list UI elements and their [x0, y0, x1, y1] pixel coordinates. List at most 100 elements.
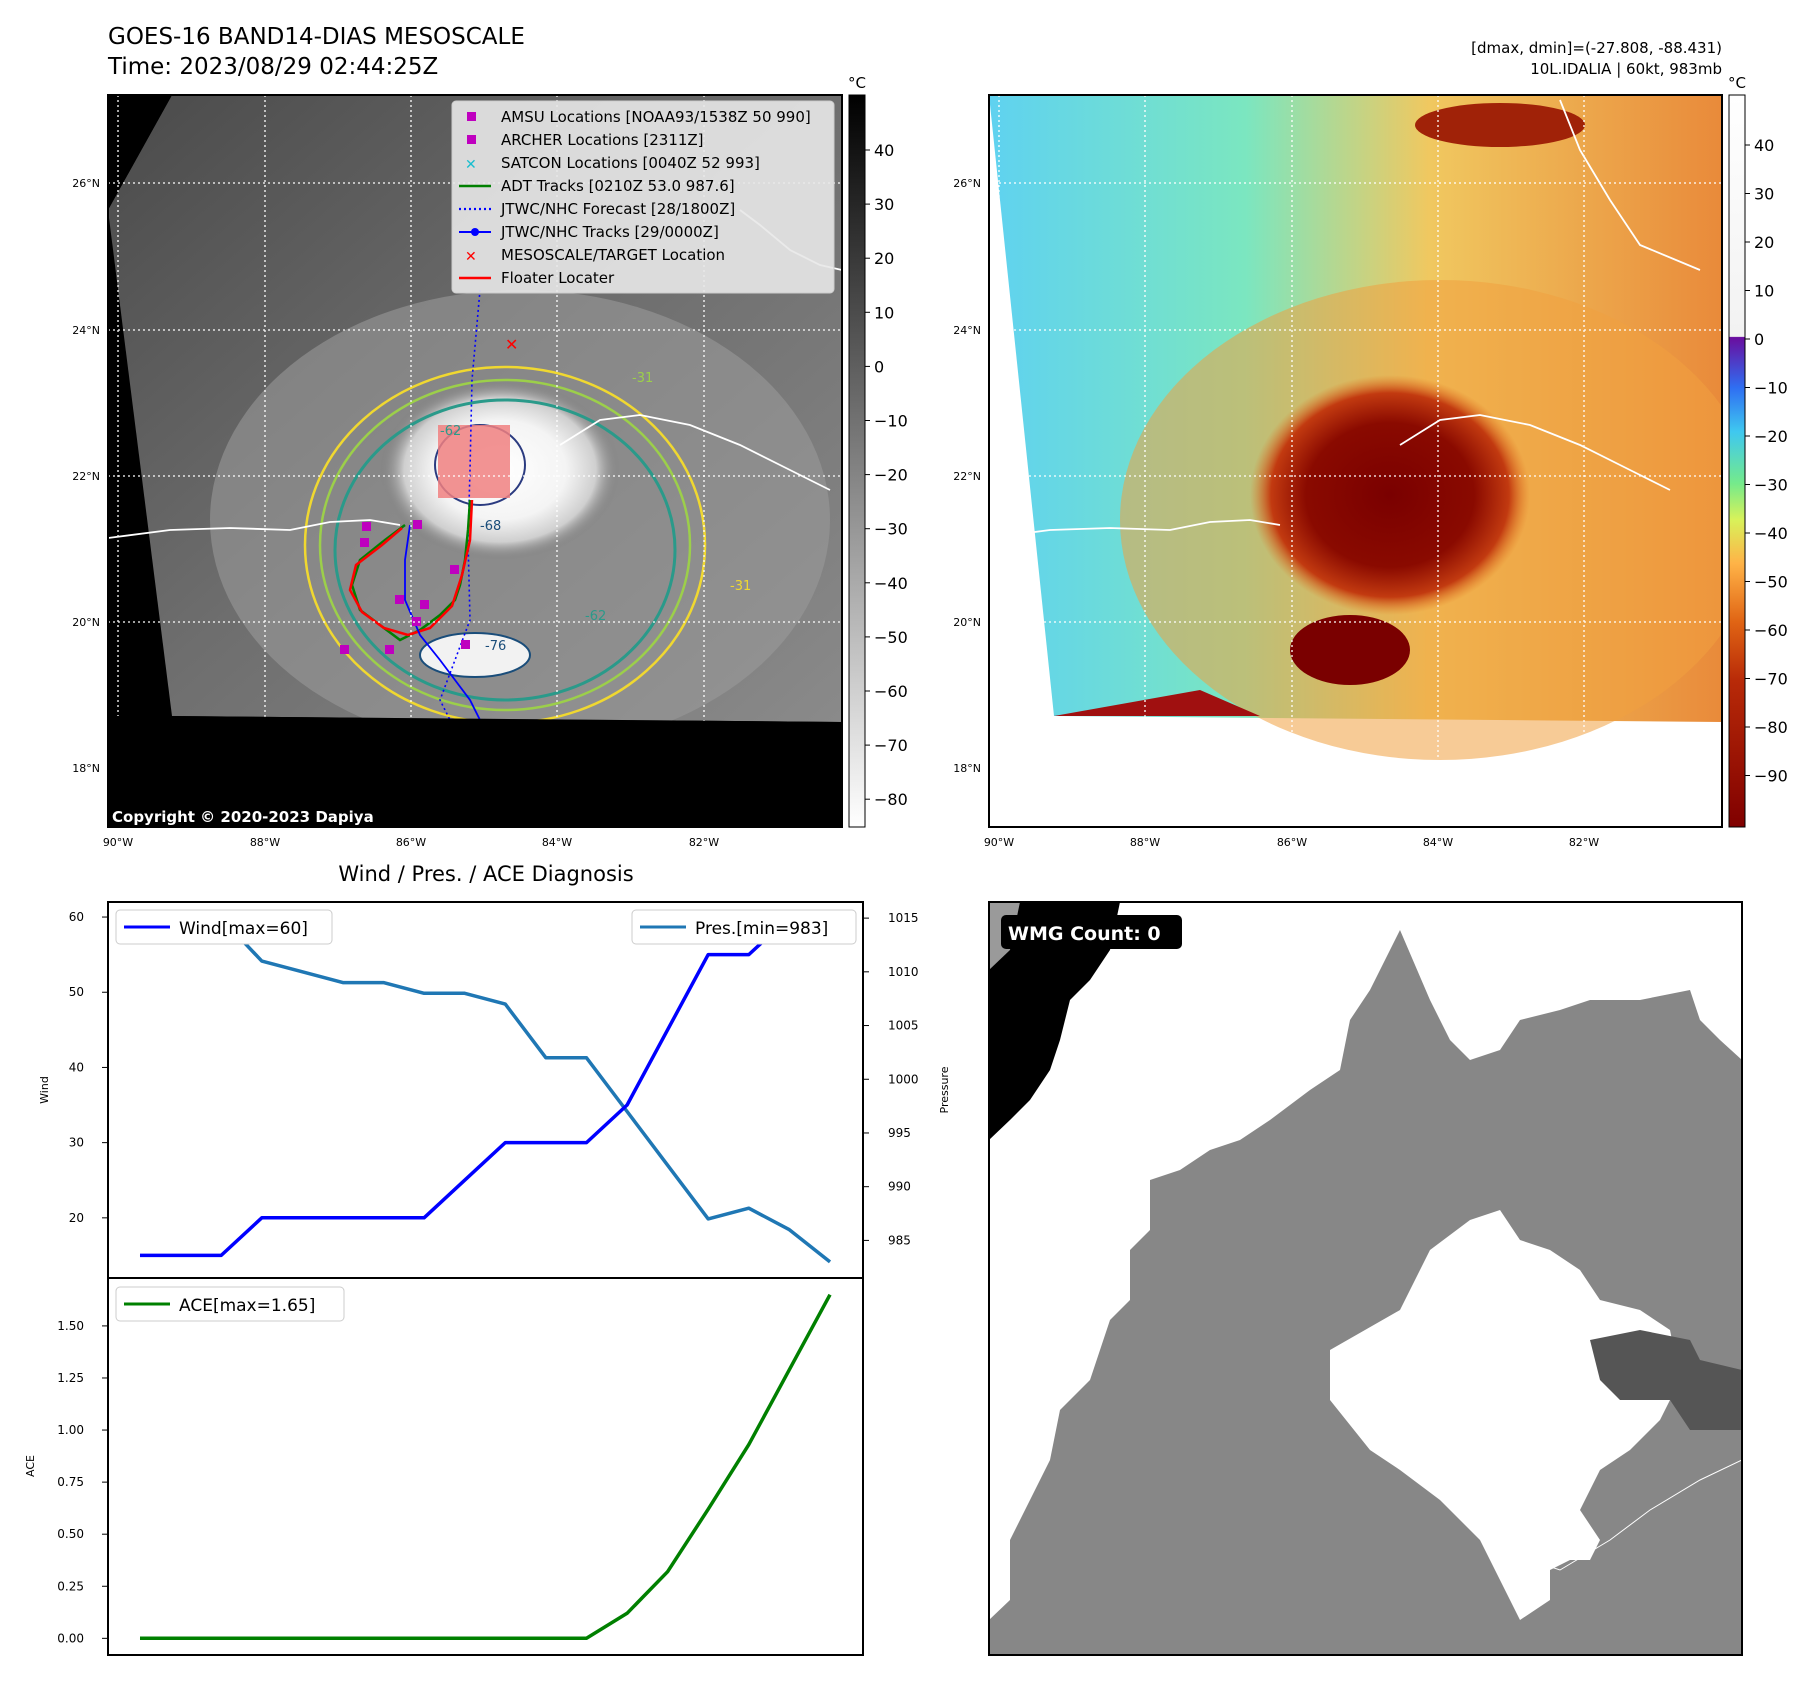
- wmg-panel: WMG Count: 0: [989, 902, 1742, 1655]
- legend-item-label: Floater Locater: [501, 269, 615, 287]
- color-colorbar-tick-label: −50: [1754, 573, 1788, 592]
- wind-pressure-axes: [108, 902, 863, 1278]
- color-colorbar-tick-label: 10: [1754, 282, 1774, 301]
- gray-colorbar-tick-label: 20: [874, 249, 894, 268]
- dmax-dmin-info: [dmax, dmin]=(-27.808, -88.431): [1471, 39, 1722, 57]
- map2-lat-tick-label: 26°N: [953, 177, 981, 190]
- pressure-tick-label: 1015: [888, 911, 919, 925]
- map2-lat-tick-label: 20°N: [953, 616, 981, 629]
- color-colorbar-tick-label: −60: [1754, 621, 1788, 640]
- wind-ylabel: Wind: [38, 1076, 51, 1104]
- gray-colorbar-tick-label: −50: [874, 628, 908, 647]
- ace-legend-label: ACE[max=1.65]: [179, 1296, 315, 1316]
- ir-color-map: [989, 95, 1760, 827]
- color-northern-cells: [1415, 103, 1585, 147]
- wind-tick-label: 30: [69, 1136, 84, 1150]
- gray-colorbar-bar: [849, 95, 865, 827]
- legend-item-label: AMSU Locations [NOAA93/1538Z 50 990]: [501, 108, 811, 126]
- wind-legend: Wind[max=60]: [116, 910, 332, 944]
- color-colorbar-tick-label: −40: [1754, 524, 1788, 543]
- wind-tick-label: 50: [69, 985, 84, 999]
- wind-tick-label: 60: [69, 910, 84, 924]
- map1-lat-tick-label: 18°N: [72, 762, 100, 775]
- legend-item-label: JTWC/NHC Tracks [29/0000Z]: [500, 223, 719, 241]
- figure-title: GOES-16 BAND14-DIAS MESOSCALE: [108, 24, 525, 50]
- color-colorbar-tick-label: −10: [1754, 379, 1788, 398]
- contour-label-1: -31: [632, 371, 653, 386]
- color-colorbar-tick-label: −20: [1754, 427, 1788, 446]
- color-colorbar-tick-label: 20: [1754, 233, 1774, 252]
- gray-colorbar-tick-label: −60: [874, 682, 908, 701]
- copyright-text: Copyright © 2020-2023 Dapiya: [112, 808, 374, 826]
- contour-label-5: -62: [440, 424, 461, 439]
- legend-marker-x: ✕: [465, 249, 477, 265]
- pressure-ylabel: Pressure: [938, 1066, 951, 1113]
- map2-lat-tick-label: 22°N: [953, 470, 981, 483]
- contour-label-4: -68: [480, 519, 501, 534]
- wmg-badge-label: WMG Count: 0: [1008, 923, 1161, 945]
- legend-marker-square: [467, 135, 476, 144]
- map1-legend: AMSU Locations [NOAA93/1538Z 50 990] ARCH…: [452, 101, 834, 293]
- legend-item-label: MESOSCALE/TARGET Location: [501, 246, 725, 264]
- ace-tick-label: 0.50: [57, 1527, 84, 1541]
- gray-colorbar-tick-label: 10: [874, 303, 894, 322]
- legend-item-label: SATCON Locations [0040Z 52 993]: [501, 154, 760, 172]
- color-colorbar-tick-label: 0: [1754, 330, 1764, 349]
- gray-colorbar-tick-label: −30: [874, 520, 908, 539]
- ace-tick-label: 1.00: [57, 1423, 84, 1437]
- color-colorbar-unit: °C: [1728, 74, 1746, 92]
- ace-tick-label: 0.25: [57, 1579, 84, 1593]
- mesoscale-target-marker: ✕: [505, 335, 518, 354]
- wind-tick-label: 20: [69, 1211, 84, 1225]
- ace-ylabel: ACE: [24, 1455, 37, 1477]
- gray-colorbar-tick-label: −80: [874, 790, 908, 809]
- map2-lon-tick-label: 86°W: [1277, 836, 1307, 849]
- ace-tick-label: 1.25: [57, 1371, 84, 1385]
- color-colorbar-bar: [1729, 95, 1745, 827]
- legend-item-label: ARCHER Locations [2311Z]: [501, 131, 704, 149]
- gray-colorbar-unit: °C: [848, 74, 866, 92]
- legend-marker-square: [467, 112, 476, 121]
- legend-marker-x: ✕: [465, 157, 477, 173]
- color-colorbar-tick-label: −30: [1754, 476, 1788, 495]
- pressure-tick-label: 985: [888, 1233, 911, 1247]
- pressure-tick-label: 1000: [888, 1072, 919, 1086]
- map1-lon-tick-label: 82°W: [689, 836, 719, 849]
- map1-lon-tick-label: 84°W: [542, 836, 572, 849]
- gray-colorbar-tick-label: −40: [874, 574, 908, 593]
- wind-legend-label: Wind[max=60]: [179, 919, 308, 939]
- diagnosis-title: Wind / Pres. / ACE Diagnosis: [338, 862, 633, 886]
- gray-colorbar-tick-label: 0: [874, 357, 884, 376]
- map1-lat-tick-label: 26°N: [72, 177, 100, 190]
- map2-lat-tick-label: 18°N: [953, 762, 981, 775]
- legend-box: [452, 101, 834, 293]
- pressure-tick-label: 1005: [888, 1019, 919, 1033]
- gray-colorbar-tick-label: 30: [874, 195, 894, 214]
- legend-item-label: ADT Tracks [0210Z 53.0 987.6]: [501, 177, 735, 195]
- figure-time: Time: 2023/08/29 02:44:25Z: [107, 54, 438, 80]
- gray-colorbar-tick-label: −20: [874, 466, 908, 485]
- map1-lon-tick-label: 86°W: [396, 836, 426, 849]
- gray-colorbar-tick-label: 40: [874, 141, 894, 160]
- contour-label-3: -76: [485, 639, 506, 654]
- color-secondary-cold-area: [1290, 615, 1410, 685]
- ace-axes: [108, 1278, 863, 1655]
- ace-tick-label: 0.75: [57, 1475, 84, 1489]
- map1-lat-tick-label: 22°N: [72, 470, 100, 483]
- map1-lat-tick-label: 24°N: [72, 324, 100, 337]
- legend-marker-dot: [471, 228, 479, 236]
- contour-label-6: -31: [730, 579, 751, 594]
- ir-grayscale-map: ✕ -31 -62 -76 -68 -62 -31 Copyright © 20…: [108, 95, 842, 830]
- ace-tick-label: 1.50: [57, 1319, 84, 1333]
- pressure-legend-label: Pres.[min=983]: [695, 919, 828, 939]
- wind-tick-label: 40: [69, 1060, 84, 1074]
- ace-ticks: 1.501.251.000.750.500.250.00: [57, 1319, 108, 1645]
- map2-lon-tick-label: 82°W: [1569, 836, 1599, 849]
- pressure-tick-label: 995: [888, 1126, 911, 1140]
- map1-lat-tick-label: 20°N: [72, 616, 100, 629]
